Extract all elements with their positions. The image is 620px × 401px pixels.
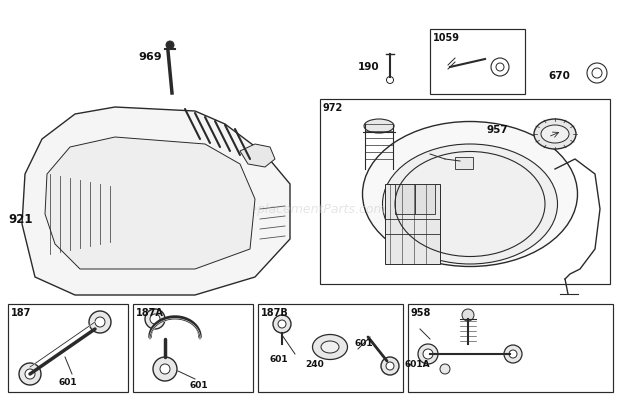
Ellipse shape: [541, 126, 569, 144]
Circle shape: [504, 345, 522, 363]
Circle shape: [440, 364, 450, 374]
Circle shape: [166, 42, 174, 50]
Bar: [320, 100, 610, 284]
Circle shape: [418, 344, 438, 364]
Bar: [408, 304, 613, 392]
Ellipse shape: [363, 122, 577, 267]
Text: 972: 972: [323, 103, 343, 113]
Circle shape: [95, 317, 105, 327]
Circle shape: [25, 369, 35, 379]
Text: 190: 190: [358, 62, 379, 72]
Bar: [430, 30, 525, 95]
Circle shape: [386, 77, 394, 84]
Text: 601: 601: [58, 378, 77, 387]
Text: 1059: 1059: [433, 33, 460, 43]
Circle shape: [233, 209, 241, 217]
Ellipse shape: [534, 120, 576, 150]
Text: 921: 921: [8, 213, 32, 226]
Bar: [395, 184, 415, 215]
Text: 601: 601: [270, 354, 289, 364]
Bar: [258, 304, 403, 392]
Circle shape: [592, 69, 602, 79]
Text: 969: 969: [138, 52, 162, 62]
Text: 601: 601: [190, 381, 208, 389]
Text: 601A: 601A: [405, 360, 431, 369]
Bar: [133, 304, 253, 392]
Text: 958: 958: [411, 307, 432, 317]
Circle shape: [19, 363, 41, 385]
Bar: [8, 304, 128, 392]
Circle shape: [386, 362, 394, 370]
Circle shape: [153, 357, 177, 381]
Circle shape: [491, 59, 509, 77]
Bar: [385, 184, 440, 264]
Ellipse shape: [312, 335, 347, 360]
Circle shape: [509, 350, 517, 358]
Text: 187A: 187A: [136, 307, 164, 317]
Bar: [415, 184, 435, 215]
Text: 240: 240: [305, 360, 324, 369]
Polygon shape: [240, 145, 275, 168]
Circle shape: [44, 148, 52, 156]
Circle shape: [278, 320, 286, 328]
Circle shape: [150, 314, 160, 324]
Circle shape: [496, 64, 504, 72]
Text: 670: 670: [548, 71, 570, 81]
Text: 957: 957: [487, 125, 509, 135]
Circle shape: [381, 357, 399, 375]
Text: 601: 601: [355, 339, 374, 348]
Ellipse shape: [321, 341, 339, 353]
Circle shape: [587, 64, 607, 84]
Circle shape: [273, 315, 291, 333]
Text: 187B: 187B: [261, 307, 289, 317]
Text: 187: 187: [11, 307, 32, 317]
Circle shape: [462, 309, 474, 321]
Polygon shape: [45, 138, 255, 269]
Bar: [455, 158, 473, 170]
Circle shape: [423, 349, 433, 359]
Circle shape: [89, 311, 111, 333]
Polygon shape: [22, 108, 290, 295]
Ellipse shape: [364, 120, 394, 134]
Ellipse shape: [383, 145, 557, 264]
Circle shape: [145, 309, 165, 329]
Circle shape: [160, 364, 170, 374]
Text: eReplacementParts.com: eReplacementParts.com: [234, 203, 386, 216]
